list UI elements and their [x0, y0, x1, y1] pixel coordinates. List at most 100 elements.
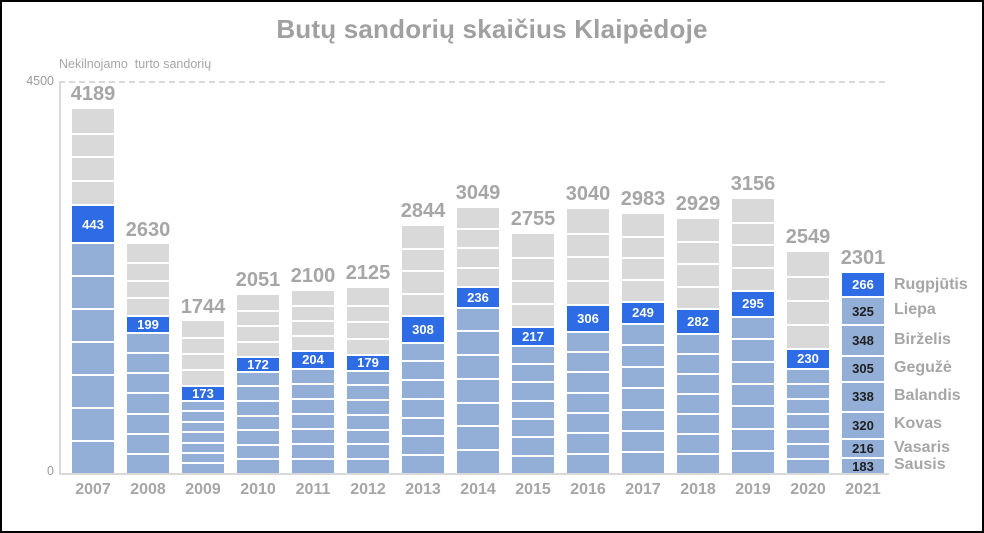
segment-value-label: 217 — [522, 328, 544, 344]
segment-2018-sep-dec — [677, 218, 719, 241]
segment-2016-sep-dec — [567, 208, 609, 233]
segment-2014-jan-jul — [457, 425, 499, 450]
segment-2016-jan-jul — [567, 452, 609, 473]
segment-2011-sep-dec — [292, 305, 334, 321]
bar-2015: 217 — [512, 233, 554, 473]
segment-2019-jan-jul — [732, 315, 774, 339]
segment-2019-jan-jul — [732, 382, 774, 406]
segment-2010-sep-dec — [237, 340, 279, 356]
segment-2020-august: 230 — [787, 347, 829, 368]
month-label-vasaris: Vasaris — [894, 438, 951, 456]
segment-2008-jan-jul — [127, 392, 169, 413]
segment-2010-jan-jul — [237, 370, 279, 386]
total-label-2007: 4189 — [70, 83, 116, 105]
x-axis-label-2012: 2012 — [350, 481, 386, 498]
segment-2011-jan-jul — [292, 427, 334, 443]
segment-2014-jan-jul — [457, 377, 499, 402]
bar-2021: 266 325 348 305 338 320 216 183 — [842, 273, 884, 473]
segment-2020-jan-jul — [787, 457, 829, 473]
segment-2015-sep-dec — [512, 233, 554, 257]
segment-2013-jan-jul — [402, 379, 444, 398]
total-label-2012: 2125 — [345, 262, 391, 285]
segment-value-label: 306 — [577, 310, 599, 326]
segment-2011-sep-dec — [292, 290, 334, 306]
segment-value-label: 204 — [302, 352, 324, 368]
segment-2008-jan-jul — [127, 331, 169, 353]
segment-2015-jan-jul — [512, 399, 554, 418]
segment-value-label: 443 — [82, 216, 104, 232]
bar-2010: 172 — [237, 294, 279, 473]
segment-2009-sep-dec — [182, 368, 224, 385]
segment-2012-sep-dec — [347, 288, 389, 305]
segment-2019-sep-dec — [732, 244, 774, 268]
total-label-2016: 3040 — [565, 182, 611, 205]
segment-2017-sep-dec — [622, 213, 664, 236]
segment-2019-jan-jul — [732, 427, 774, 451]
x-axis-label-2017: 2017 — [625, 481, 661, 498]
segment-2009-sep-dec — [182, 321, 224, 338]
segment-2017-jan-jul — [622, 322, 664, 345]
segment-2021-vasaris: 216 — [842, 438, 884, 458]
month-label-sausis: Sausis — [894, 456, 946, 473]
segment-2021-rugpjūtis: 266 — [842, 273, 884, 297]
x-axis-label-2016: 2016 — [570, 481, 606, 498]
segment-2020-sep-dec — [787, 275, 829, 300]
segment-value-label: 348 — [852, 333, 874, 349]
segment-2015-jan-jul — [512, 344, 554, 363]
segment-2011-jan-jul — [292, 367, 334, 383]
segment-2008-jan-jul — [127, 372, 169, 393]
x-axis-label-2008: 2008 — [130, 481, 166, 498]
segment-2012-jan-jul — [347, 399, 389, 414]
segment-value-label: 216 — [852, 441, 874, 457]
segment-2017-jan-jul — [622, 365, 664, 388]
segment-2008-sep-dec — [127, 262, 169, 280]
x-axis-label-2010: 2010 — [240, 481, 276, 498]
segment-2015-jan-jul — [512, 381, 554, 400]
x-axis-label-2011: 2011 — [295, 481, 331, 498]
segment-2017-jan-jul — [622, 387, 664, 409]
x-axis-label-2014: 2014 — [460, 481, 496, 498]
segment-2009-jan-jul — [182, 452, 224, 463]
segment-2012-jan-jul — [347, 443, 389, 459]
segment-value-label: 249 — [632, 305, 654, 321]
segment-2017-jan-jul — [622, 429, 664, 452]
bar-2007: 443 — [72, 109, 114, 473]
segment-2007-jan-jul — [72, 374, 114, 408]
segment-2007-sep-dec — [72, 132, 114, 157]
segment-value-label: 199 — [137, 316, 159, 332]
segment-2010-sep-dec — [237, 310, 279, 326]
segment-2016-jan-jul — [567, 432, 609, 453]
segment-2013-jan-jul — [402, 416, 444, 436]
segment-value-label: 320 — [852, 417, 874, 433]
segment-2007-sep-dec — [72, 156, 114, 181]
bar-2017: 249 — [622, 213, 664, 473]
segment-2007-jan-jul — [72, 341, 114, 375]
segment-2010-jan-jul — [237, 429, 279, 444]
segment-2020-sep-dec — [787, 299, 829, 324]
total-label-2021: 2301 — [840, 247, 886, 270]
segment-2020-jan-jul — [787, 412, 829, 428]
total-label-2008: 2630 — [125, 218, 171, 241]
total-label-2020: 2549 — [785, 225, 831, 248]
total-label-2019: 3156 — [730, 172, 776, 195]
segment-2014-sep-dec — [457, 227, 499, 248]
x-axis-label-2018: 2018 — [680, 481, 716, 498]
bar-2011: 204 — [292, 290, 334, 473]
bar-2019: 295 — [732, 198, 774, 473]
segment-2016-jan-jul — [567, 371, 609, 392]
segment-value-label: 325 — [852, 303, 874, 319]
segment-2021-gegužė: 305 — [842, 354, 884, 382]
segment-2016-jan-jul — [567, 391, 609, 412]
total-label-2017: 2983 — [620, 187, 666, 210]
segment-2016-sep-dec — [567, 280, 609, 304]
segment-2008-jan-jul — [127, 452, 169, 473]
segment-value-label: 308 — [412, 321, 434, 337]
segment-value-label: 282 — [687, 313, 709, 329]
segment-2018-jan-jul — [677, 432, 719, 453]
segment-2015-jan-jul — [512, 436, 554, 455]
segment-2020-jan-jul — [787, 382, 829, 398]
segment-2007-jan-jul — [72, 407, 114, 441]
segment-2013-sep-dec — [402, 248, 444, 271]
segment-2020-jan-jul — [787, 427, 829, 443]
total-label-2010: 2051 — [235, 268, 281, 291]
